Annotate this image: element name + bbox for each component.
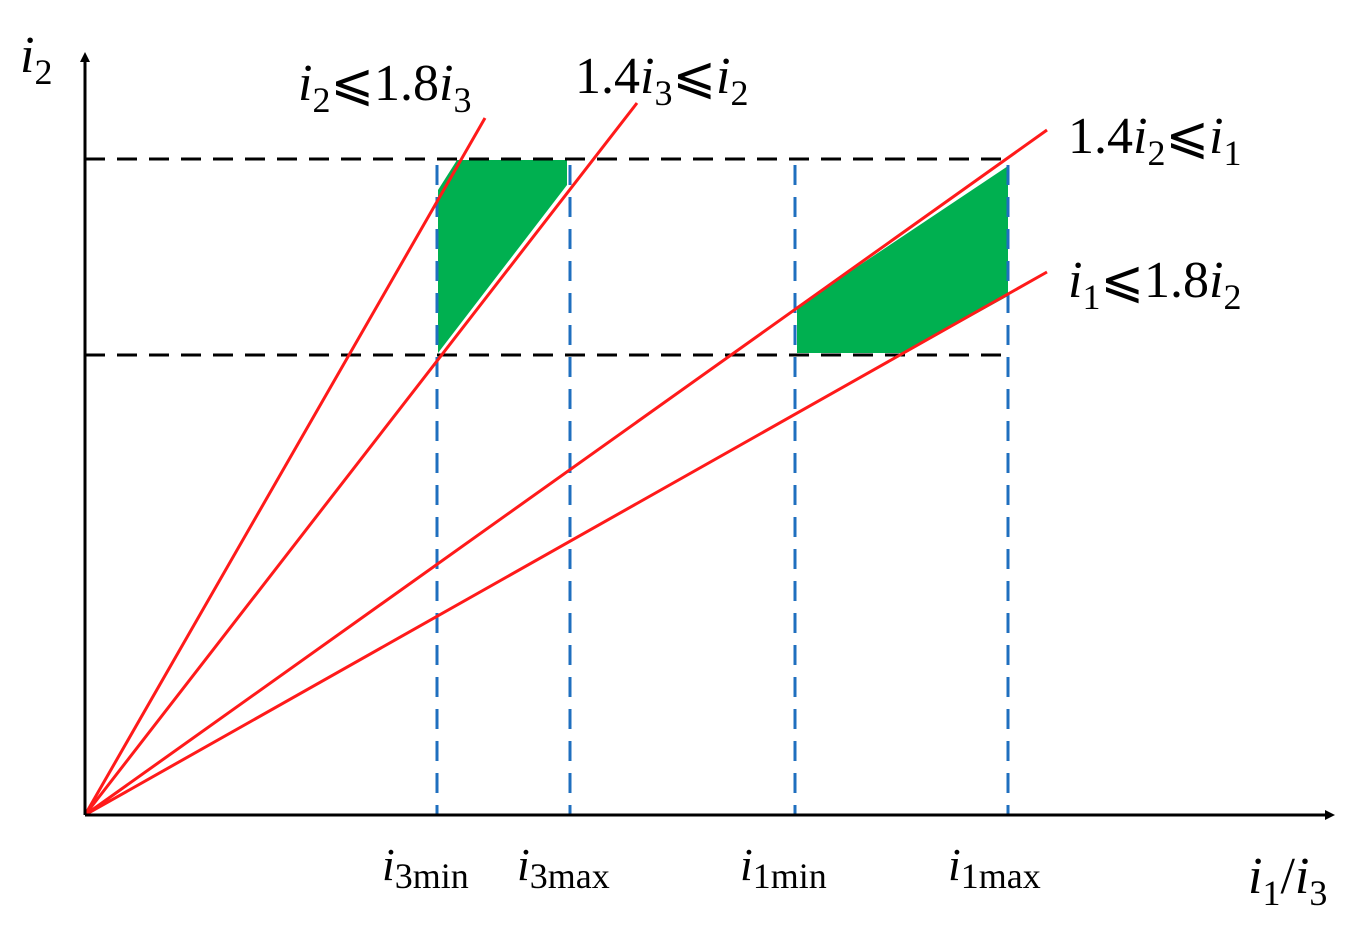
- c2-part-1: i: [640, 48, 654, 105]
- c1-part-3: i: [439, 55, 453, 112]
- y-axis-label: i2: [20, 27, 52, 92]
- c3-part-2: 2: [1147, 133, 1165, 173]
- tick-label-i1max: i1max: [948, 839, 1041, 896]
- c4-part-0: i: [1068, 252, 1082, 309]
- c4-part-3: i: [1209, 252, 1223, 309]
- c4-part-1: 1: [1082, 277, 1100, 317]
- feasible-region-i3: [438, 160, 567, 353]
- c1-part-2: ⩽1.8: [330, 55, 439, 112]
- tick-label-i1min: i1min: [740, 839, 827, 896]
- tick-i1min-sub: 1min: [753, 856, 827, 896]
- c2-part-4: i: [716, 48, 730, 105]
- c1-part-1: 2: [312, 80, 330, 120]
- c1-part-4: 3: [453, 80, 471, 120]
- constraint-label-2: 1.4i3⩽i2: [575, 48, 748, 113]
- tick-i1min-main: i: [740, 839, 753, 890]
- c3-part-4: i: [1209, 108, 1223, 165]
- c3-part-5: 1: [1223, 133, 1241, 173]
- x-axis-label-b: i: [1295, 848, 1309, 905]
- tick-i1max-main: i: [948, 839, 961, 890]
- boundary-line-1.4i2-le-i1: [84, 128, 1048, 817]
- c2-part-5: 2: [730, 73, 748, 113]
- c4-part-2: ⩽1.8: [1100, 252, 1209, 309]
- tick-label-i3min: i3min: [382, 839, 469, 896]
- feasible-region-i1: [797, 166, 1008, 353]
- constraint-label-3: 1.4i2⩽i1: [1068, 108, 1241, 173]
- c3-part-0: 1.4: [1068, 108, 1133, 165]
- tick-i3min-sub: 3min: [395, 856, 469, 896]
- x-axis-label-a-sub: 1: [1262, 873, 1280, 913]
- boundary-line-i2-le-1.8i3: [83, 117, 487, 816]
- boundary-line-i1-le-1.8i2: [84, 270, 1048, 817]
- c4-part-4: 2: [1223, 277, 1241, 317]
- c1-part-0: i: [298, 55, 312, 112]
- tick-label-i3max: i3max: [517, 839, 610, 896]
- constraint-label-4: i1⩽1.8i2: [1068, 252, 1241, 317]
- tick-i1max-sub: 1max: [961, 856, 1041, 896]
- x-axis-label-sep: /: [1280, 848, 1295, 905]
- tick-i3max-main: i: [517, 839, 530, 890]
- tick-i3max-sub: 3max: [530, 856, 610, 896]
- c3-part-1: i: [1133, 108, 1147, 165]
- y-axis-label-sub: 2: [34, 52, 52, 92]
- c2-part-2: 3: [654, 73, 672, 113]
- x-axis-label-b-sub: 3: [1309, 873, 1327, 913]
- c2-part-3: ⩽: [672, 48, 716, 105]
- y-axis-label-main: i: [20, 27, 34, 84]
- constraint-label-1: i2⩽1.8i3: [298, 55, 471, 120]
- c3-part-3: ⩽: [1165, 108, 1209, 165]
- c2-part-0: 1.4: [575, 48, 640, 105]
- x-axis-label: i1/i3: [1248, 848, 1327, 913]
- boundary-line-1.4i3-le-i2: [83, 102, 639, 816]
- x-axis-label-a: i: [1248, 848, 1262, 905]
- tick-i3min-main: i: [382, 839, 395, 890]
